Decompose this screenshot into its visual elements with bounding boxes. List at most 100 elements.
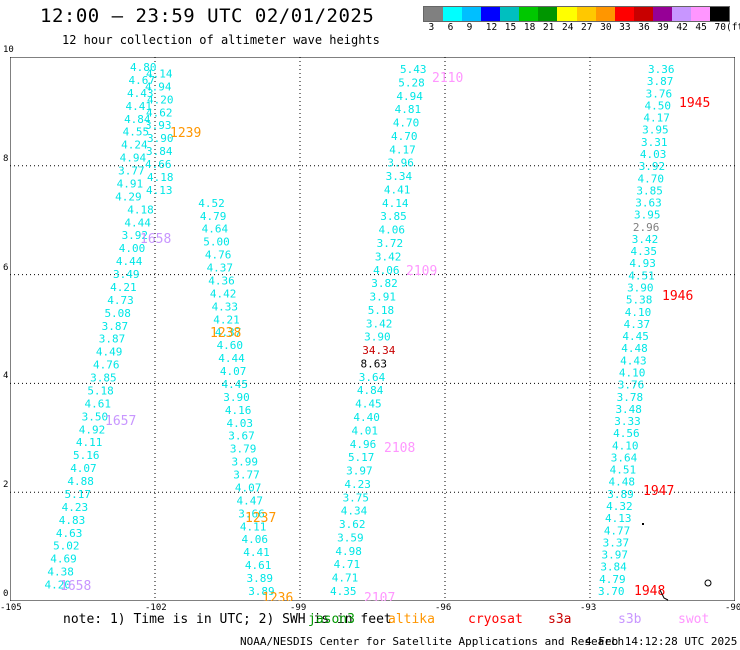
pass-label: 2107 [364, 591, 395, 601]
mission-label: swot [678, 612, 710, 627]
swh-value: 3.89 [247, 572, 274, 585]
swh-value: 4.35 [330, 585, 357, 598]
map-title: 12:00 – 23:59 UTC 02/01/2025 [40, 5, 375, 27]
swh-value: 4.06 [242, 533, 269, 546]
swh-value: 34.34 [362, 344, 395, 357]
swh-value: 3.42 [366, 317, 393, 330]
swh-value: 3.34 [386, 170, 413, 183]
legend-label: 12 [485, 22, 498, 33]
swh-value: 4.43 [127, 87, 154, 100]
pass-label: 1946 [662, 289, 693, 304]
swh-value: 4.63 [56, 527, 83, 540]
swh-value: 4.45 [355, 398, 382, 411]
swh-value: 3.84 [600, 561, 627, 574]
swh-value: 4.20 [147, 93, 174, 106]
swh-value: 4.40 [353, 411, 380, 424]
swh-value: 3.99 [232, 456, 259, 469]
swh-value: 4.52 [198, 197, 225, 210]
y-tick-label: 4 [3, 371, 9, 382]
swh-value: 4.76 [93, 359, 120, 372]
swh-value: 8.63 [361, 357, 388, 370]
swh-value: 4.79 [599, 573, 626, 586]
legend-swatch [424, 7, 444, 21]
pass-label: 1947 [643, 484, 674, 499]
legend-label: 30 [600, 22, 612, 33]
x-tick-label: -90 [725, 603, 740, 613]
swh-value: 4.56 [613, 427, 640, 440]
map-subtitle: 12 hour collection of altimeter wave hei… [62, 33, 380, 47]
swh-value: 3.89 [607, 488, 634, 501]
legend-label: 18 [523, 22, 536, 33]
swh-value: 4.36 [208, 274, 235, 287]
swh-value: 4.41 [126, 100, 153, 113]
legend-swatch [595, 7, 615, 21]
x-tick-label: -99 [290, 603, 307, 613]
y-tick-label: 10 [3, 45, 14, 55]
legend-swatch [690, 7, 710, 21]
swh-value: 4.37 [207, 262, 234, 275]
swh-value: 4.67 [129, 74, 156, 87]
legend-swatch [576, 7, 596, 21]
swh-value: 3.62 [339, 518, 366, 531]
swh-value: 3.77 [118, 165, 145, 178]
y-tick-label: 2 [3, 480, 9, 491]
swh-value: 4.44 [116, 255, 143, 268]
swh-value: 4.41 [243, 546, 270, 559]
swh-value: 3.76 [618, 379, 645, 392]
swh-value: 4.37 [215, 326, 242, 339]
timestamp-text: 4 Feb 14:12:28 UTC 2025 [585, 635, 738, 648]
swh-value: 4.44 [218, 352, 245, 365]
pass-label: 1658 [60, 579, 91, 594]
swh-value: 4.98 [335, 545, 362, 558]
swh-value: 3.37 [603, 536, 630, 549]
swh-value: 4.23 [344, 478, 371, 491]
legend-swatch [671, 7, 691, 21]
swh-value: 4.61 [245, 559, 272, 572]
x-tick-label: -102 [145, 603, 167, 613]
swh-value: 4.11 [240, 520, 267, 533]
legend-label: 9 [466, 22, 473, 33]
swh-value: 4.62 [146, 106, 173, 119]
swh-value: 4.45 [622, 330, 649, 343]
swh-value: 4.96 [350, 438, 377, 451]
legend-swatch [538, 7, 558, 21]
swh-value: 4.91 [117, 177, 143, 190]
swh-value: 4.73 [107, 294, 134, 307]
swh-value: 4.13 [605, 512, 632, 525]
swh-value: 3.70 [598, 585, 625, 598]
mission-label: jason3 [308, 612, 355, 627]
swh-value: 4.16 [225, 404, 252, 417]
swh-value: 3.91 [369, 291, 396, 304]
swh-value: 4.84 [124, 113, 151, 126]
swh-value: 3.90 [627, 282, 654, 295]
swh-value: 4.48 [621, 342, 648, 355]
swh-value: 4.07 [235, 481, 261, 494]
swh-value: 3.97 [346, 465, 373, 478]
swh-value: 4.10 [619, 366, 646, 379]
swh-value: 3.42 [632, 233, 659, 246]
swh-value: 4.48 [608, 476, 635, 489]
swh-value: 4.29 [115, 190, 141, 203]
swh-value: 4.34 [341, 505, 368, 518]
legend-label: 27 [581, 22, 593, 33]
swh-value: 4.37 [624, 318, 651, 331]
pass-label: 1238 [210, 326, 241, 341]
swh-value: 4.49 [96, 346, 123, 359]
swh-value: 4.60 [217, 339, 244, 352]
swh-value: 3.89 [248, 585, 275, 598]
y-tick-label: 6 [3, 262, 9, 273]
swh-value: 3.82 [371, 277, 398, 290]
island-marker [642, 523, 644, 525]
wave-height-map: 4.80 4.14 4.67 4.94 4.43 4.20 4.41 4.62 4.84 3.93… [9, 56, 736, 606]
swh-value: 4.21 [110, 281, 137, 294]
swh-value: 4.70 [638, 172, 665, 185]
swh-value: 4.51 [628, 269, 655, 282]
swh-value: 5.38 [626, 294, 653, 307]
swh-value: 4.18 [147, 171, 174, 184]
y-tick-label: 0 [3, 589, 9, 599]
swh-value: 4.11 [76, 436, 103, 449]
swh-value: 4.94 [145, 80, 172, 93]
swh-value: 5.17 [64, 488, 91, 501]
swh-value: 3.93 [145, 119, 172, 132]
swh-value: 4.07 [220, 365, 247, 378]
